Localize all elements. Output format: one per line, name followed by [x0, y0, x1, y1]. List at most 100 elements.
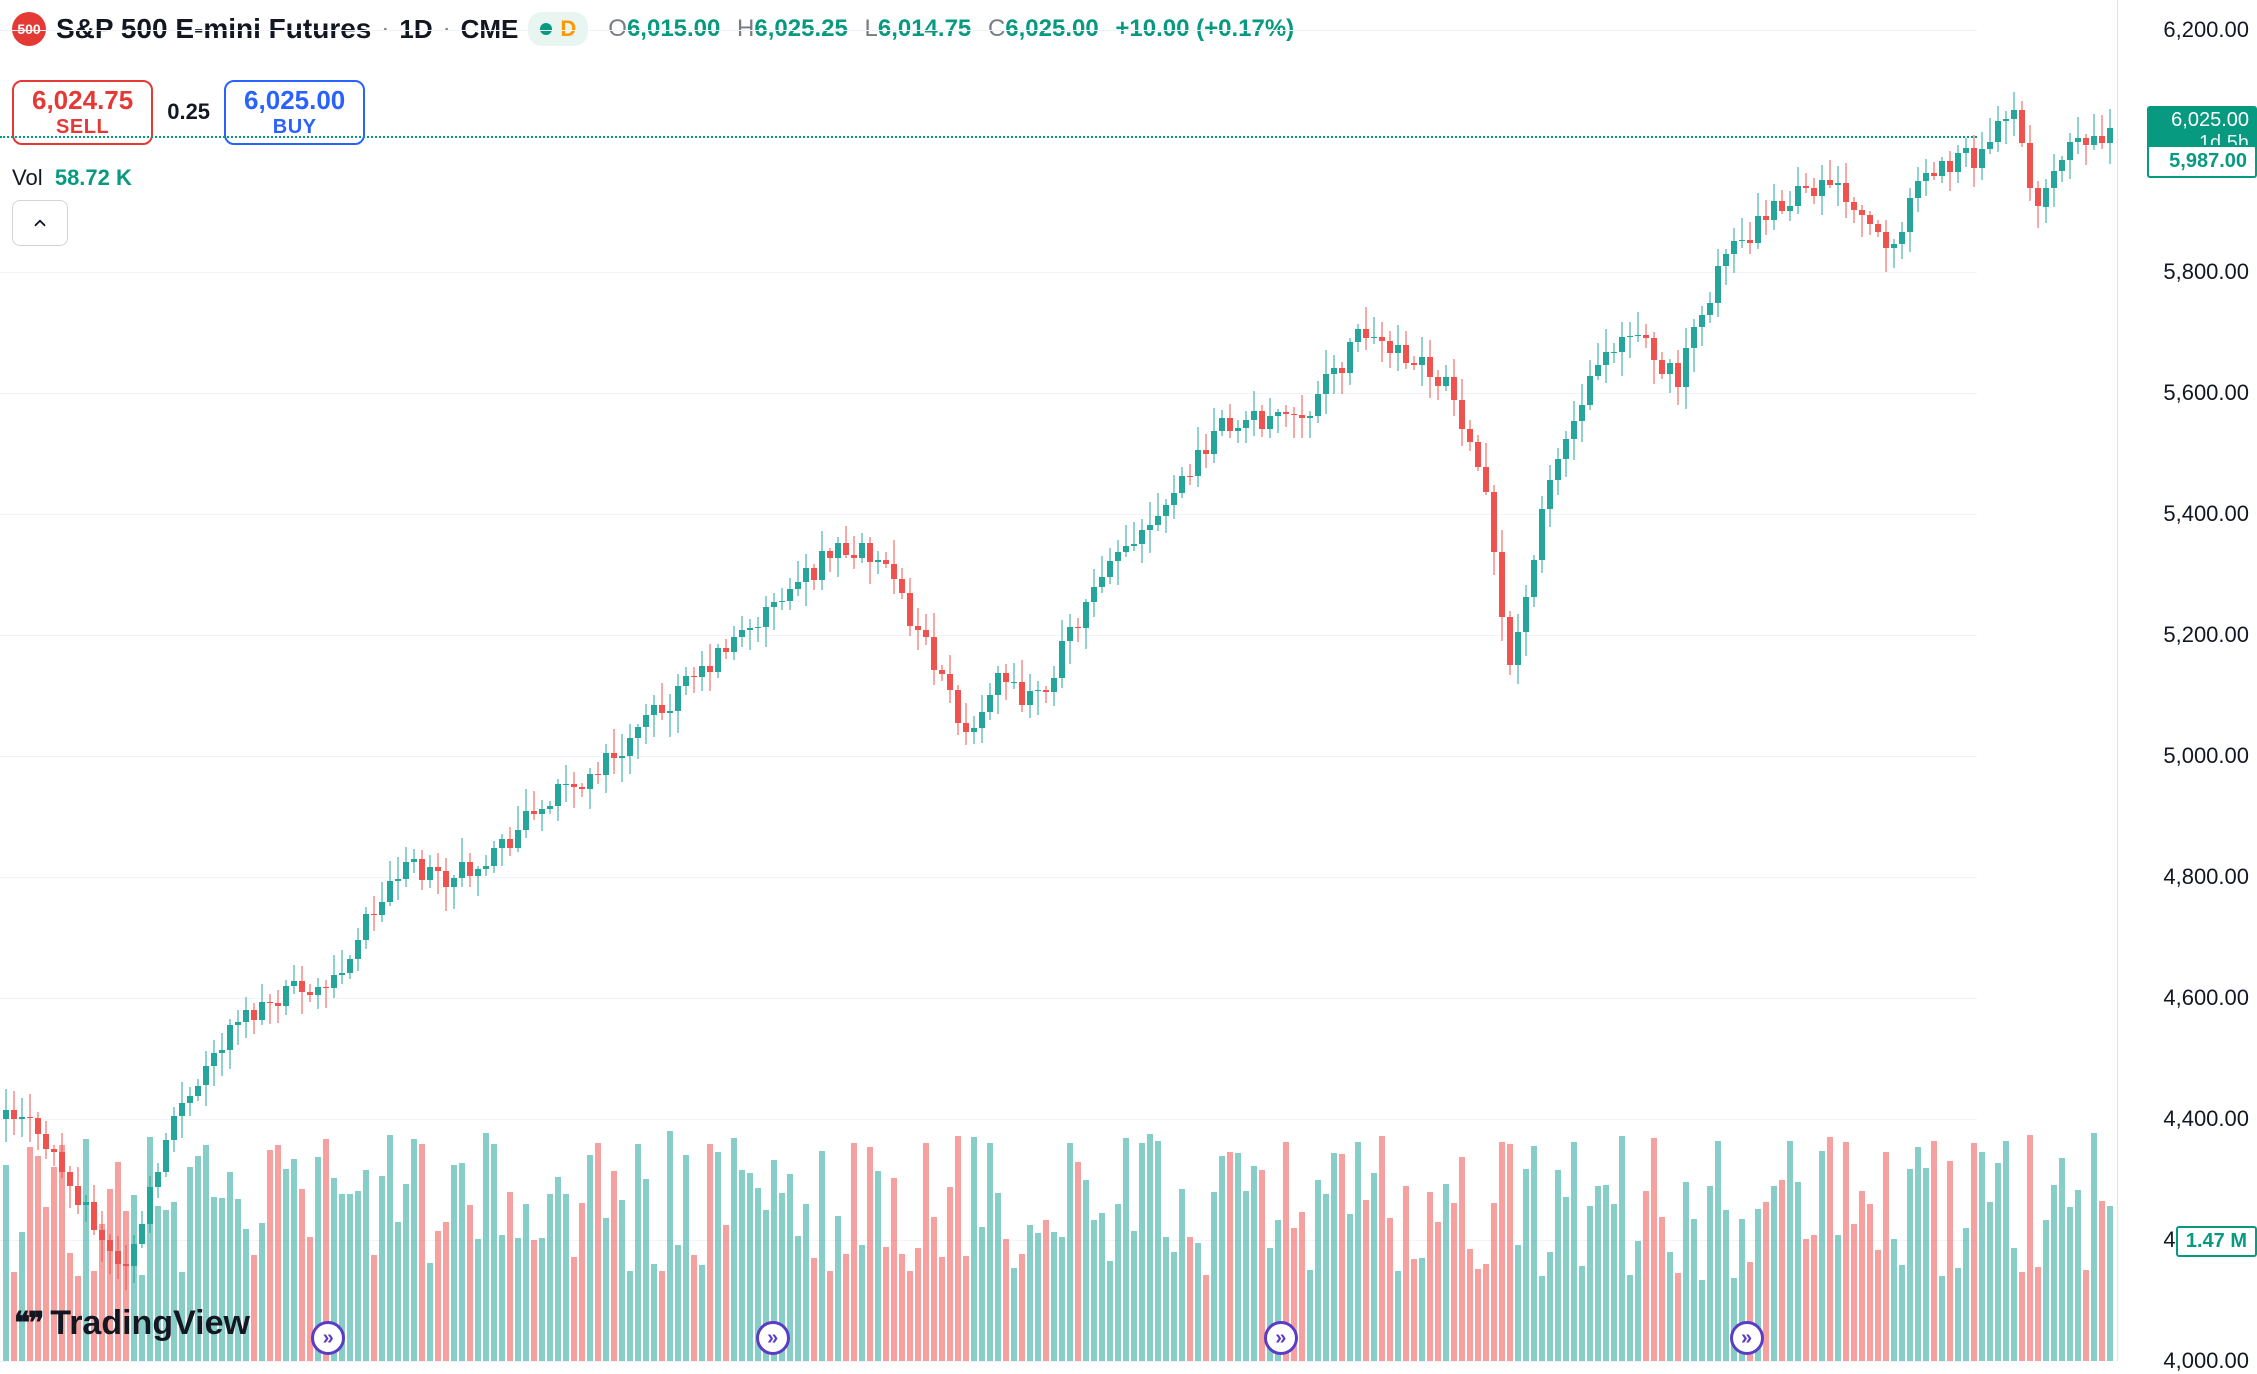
volume-bar — [1699, 1280, 1705, 1361]
volume-bar — [283, 1169, 289, 1361]
tradingview-watermark[interactable]: ❝❞ TradingView — [14, 1304, 250, 1343]
volume-bar — [2059, 1158, 2065, 1361]
volume-bar — [267, 1150, 273, 1361]
volume-bar — [923, 1143, 929, 1361]
volume-bar — [1803, 1239, 1809, 1361]
volume-bar — [1211, 1192, 1217, 1361]
chart-plot-area[interactable]: » » » » — [0, 0, 2117, 1361]
volume-bar — [715, 1152, 721, 1361]
volume-bar — [811, 1258, 817, 1361]
volume-bar — [483, 1133, 489, 1361]
volume-bar — [275, 1145, 281, 1362]
volume-bar — [595, 1143, 601, 1361]
volume-bar — [2019, 1272, 2025, 1361]
volume-axis-tag[interactable]: 1.47 M — [2176, 1226, 2257, 1257]
volume-bar — [691, 1255, 697, 1361]
volume-bar — [1875, 1250, 1881, 1361]
volume-bar — [1179, 1189, 1185, 1361]
volume-bar — [899, 1254, 905, 1361]
volume-bar — [1859, 1191, 1865, 1361]
volume-bar — [1123, 1138, 1129, 1361]
volume-bar — [1027, 1225, 1033, 1361]
goto-date-marker[interactable]: » — [1264, 1321, 1298, 1355]
volume-bar — [419, 1144, 425, 1361]
volume-bar — [635, 1144, 641, 1361]
volume-bar — [1883, 1152, 1889, 1361]
volume-bar — [1947, 1161, 1953, 1361]
volume-bar — [1675, 1273, 1681, 1361]
y-tick: 5,800.00 — [2163, 259, 2249, 285]
y-tick: 5,200.00 — [2163, 622, 2249, 648]
volume-bar — [643, 1179, 649, 1361]
volume-bar — [611, 1171, 617, 1361]
volume-bar — [731, 1138, 737, 1361]
volume-bar — [371, 1255, 377, 1361]
volume-bar — [1035, 1233, 1041, 1361]
volume-bar — [1187, 1237, 1193, 1361]
volume-bar — [1347, 1214, 1353, 1361]
goto-date-marker[interactable]: » — [311, 1321, 345, 1355]
volume-bar — [1043, 1220, 1049, 1361]
volume-bar — [1083, 1180, 1089, 1361]
volume-bar — [2107, 1206, 2113, 1361]
volume-bar — [1891, 1239, 1897, 1361]
volume-bar — [467, 1205, 473, 1361]
volume-bar — [299, 1189, 305, 1361]
volume-bar — [1235, 1153, 1241, 1361]
price-axis[interactable]: 6,200.006,025.005,800.005,600.005,400.00… — [2117, 0, 2257, 1361]
volume-bar — [1683, 1182, 1689, 1361]
last-price-line — [0, 136, 1977, 138]
volume-bar — [1243, 1191, 1249, 1361]
volume-bar — [1651, 1138, 1657, 1361]
volume-bar — [1523, 1169, 1529, 1361]
volume-bar — [1091, 1220, 1097, 1361]
prev-close-tag[interactable]: 5,987.00 — [2147, 145, 2257, 178]
volume-bar — [587, 1155, 593, 1361]
gridline — [0, 756, 1977, 757]
volume-bar — [1395, 1271, 1401, 1361]
volume-bar — [363, 1170, 369, 1361]
volume-bar — [1763, 1202, 1769, 1361]
volume-bar — [747, 1173, 753, 1361]
volume-bar — [1227, 1152, 1233, 1361]
volume-bar — [1611, 1204, 1617, 1361]
volume-bar — [2091, 1133, 2097, 1361]
volume-bar — [1483, 1264, 1489, 1361]
volume-bar — [1411, 1259, 1417, 1361]
volume-bar — [667, 1131, 673, 1361]
volume-bar — [1379, 1136, 1385, 1361]
volume-bar — [355, 1191, 361, 1361]
volume-bar — [2067, 1207, 2073, 1361]
goto-date-marker[interactable]: » — [756, 1321, 790, 1355]
gridline — [0, 998, 1977, 999]
volume-bar — [1939, 1276, 1945, 1361]
volume-bar — [1171, 1252, 1177, 1361]
volume-bar — [1963, 1228, 1969, 1361]
gridline — [0, 30, 1977, 31]
goto-date-marker[interactable]: » — [1730, 1321, 1764, 1355]
volume-bar — [1723, 1210, 1729, 1361]
volume-bar — [1219, 1156, 1225, 1361]
volume-bar — [379, 1176, 385, 1361]
gridline — [0, 635, 1977, 636]
volume-bar — [1195, 1243, 1201, 1361]
volume-bar — [739, 1170, 745, 1361]
volume-bar — [1787, 1141, 1793, 1361]
volume-bar — [1403, 1186, 1409, 1361]
volume-bar — [603, 1218, 609, 1361]
volume-bar — [1499, 1142, 1505, 1361]
volume-bar — [1507, 1144, 1513, 1361]
volume-bar — [475, 1239, 481, 1361]
volume-bar — [915, 1248, 921, 1361]
volume-bar — [1867, 1204, 1873, 1361]
volume-bar — [1011, 1268, 1017, 1361]
volume-bar — [1155, 1141, 1161, 1361]
volume-bar — [1355, 1142, 1361, 1361]
volume-bar — [1771, 1186, 1777, 1361]
volume-bar — [1331, 1153, 1337, 1361]
volume-bar — [1059, 1237, 1065, 1361]
volume-bar — [1451, 1203, 1457, 1361]
gridline — [0, 877, 1977, 878]
volume-bar — [499, 1235, 505, 1361]
volume-bar — [1587, 1206, 1593, 1361]
